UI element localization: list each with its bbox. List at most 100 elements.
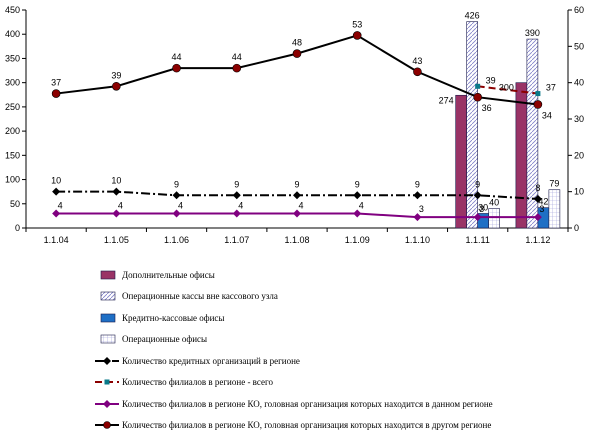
line-point-marker xyxy=(52,209,60,217)
line-data-label: 4 xyxy=(58,200,63,210)
legend-key xyxy=(95,398,119,410)
bar-1 xyxy=(456,95,467,228)
line-point-marker xyxy=(293,191,301,199)
line-point-marker xyxy=(413,191,421,199)
bar-data-label: 274 xyxy=(439,95,454,105)
legend-label: Дополнительные офисы xyxy=(122,270,215,280)
line-data-label: 3 xyxy=(419,204,424,214)
x-tick-label: 1.1.12 xyxy=(525,235,550,245)
legend-label: Операционные кассы вне кассового узла xyxy=(122,291,278,301)
bar-data-label: 79 xyxy=(549,179,559,189)
y-left-tick-label: 0 xyxy=(15,223,20,233)
legend-key xyxy=(95,312,119,324)
legend-label: Количество филиалов в регионе КО, головн… xyxy=(122,399,493,409)
line-data-label: 9 xyxy=(415,179,420,189)
line-data-label: 9 xyxy=(355,179,360,189)
line-data-label: 3 xyxy=(539,204,544,214)
line-data-label: 36 xyxy=(482,103,492,113)
y-left-tick-label: 100 xyxy=(5,175,20,185)
line-data-label: 9 xyxy=(174,179,179,189)
y-left-tick-label: 250 xyxy=(5,102,20,112)
line-data-label: 9 xyxy=(294,179,299,189)
y-left-tick-label: 400 xyxy=(5,29,20,39)
bar-4 xyxy=(489,209,500,228)
legend-label: Количество кредитных организаций в регио… xyxy=(122,356,300,366)
line-data-label: 48 xyxy=(292,38,302,48)
legend-key xyxy=(95,290,119,302)
line-point-marker xyxy=(233,191,241,199)
bar-data-label: 426 xyxy=(465,11,480,21)
line-point-marker xyxy=(353,191,361,199)
x-tick-label: 1.1.08 xyxy=(284,235,309,245)
line-point-marker xyxy=(293,209,301,217)
line-point-marker xyxy=(353,209,361,217)
bar-data-label: 40 xyxy=(489,198,499,208)
line-point-marker xyxy=(233,209,241,217)
legend-item: Количество филиалов в регионе - всего xyxy=(95,372,595,394)
line-point-marker xyxy=(233,64,241,72)
line-point-marker xyxy=(475,84,480,89)
line-point-marker xyxy=(52,90,60,98)
line-data-label: 3 xyxy=(479,204,484,214)
y-left-tick-label: 200 xyxy=(5,126,20,136)
line-point-marker xyxy=(112,209,120,217)
bar-data-label: 300 xyxy=(499,83,514,93)
line-data-label: 39 xyxy=(111,70,121,80)
y-left-tick-label: 350 xyxy=(5,53,20,63)
line-point-marker xyxy=(534,100,542,108)
line-data-label: 4 xyxy=(118,200,123,210)
line-data-label: 37 xyxy=(51,78,61,88)
y-left-tick-label: 300 xyxy=(5,78,20,88)
line-point-marker xyxy=(173,64,181,72)
line-data-label: 44 xyxy=(172,52,182,62)
y-left-tick-label: 450 xyxy=(5,5,20,15)
line-point-marker xyxy=(173,209,181,217)
line-data-label: 10 xyxy=(111,176,121,186)
line-data-label: 53 xyxy=(352,19,362,29)
legend-key xyxy=(95,333,119,345)
line-data-label: 9 xyxy=(234,179,239,189)
line-point-marker xyxy=(52,188,60,196)
line-data-label: 37 xyxy=(546,83,556,93)
y-right-tick-label: 30 xyxy=(574,114,584,124)
combo-chart: 0501001502002503003504004500102030405060… xyxy=(0,0,599,262)
line-data-label: 8 xyxy=(535,183,540,193)
y-left-tick-label: 50 xyxy=(10,199,20,209)
line-data-label: 4 xyxy=(178,200,183,210)
legend-item: Операционные офисы xyxy=(95,329,595,351)
legend-key xyxy=(95,355,119,367)
line-data-label: 9 xyxy=(475,179,480,189)
legend-item: Операционные кассы вне кассового узла xyxy=(95,286,595,308)
chart-legend: Дополнительные офисы Операционные кассы в… xyxy=(95,264,595,436)
legend-item: Кредитно-кассовые офисы xyxy=(95,307,595,329)
x-tick-label: 1.1.07 xyxy=(224,235,249,245)
line-point-marker xyxy=(474,93,482,101)
y-right-tick-label: 20 xyxy=(574,150,584,160)
legend-key xyxy=(95,419,119,431)
bar-data-label: 390 xyxy=(525,28,540,38)
legend-label: Кредитно-кассовые офисы xyxy=(122,313,224,323)
legend-item: Количество кредитных организаций в регио… xyxy=(95,350,595,372)
x-tick-label: 1.1.05 xyxy=(104,235,129,245)
legend-item: Дополнительные офисы xyxy=(95,264,595,286)
y-right-tick-label: 60 xyxy=(574,5,584,15)
x-tick-label: 1.1.10 xyxy=(405,235,430,245)
line-point-marker xyxy=(353,31,361,39)
line-data-label: 4 xyxy=(238,200,243,210)
y-right-tick-label: 40 xyxy=(574,78,584,88)
legend-key xyxy=(95,376,119,388)
line-data-label: 34 xyxy=(542,110,552,120)
x-tick-label: 1.1.04 xyxy=(44,235,69,245)
line-data-label: 39 xyxy=(486,75,496,85)
line-point-marker xyxy=(112,188,120,196)
legend-item: Количество филиалов в регионе КО, головн… xyxy=(95,415,595,436)
line-data-label: 43 xyxy=(412,56,422,66)
legend-label: Операционные офисы xyxy=(122,334,207,344)
y-left-tick-label: 150 xyxy=(5,150,20,160)
legend-item: Количество филиалов в регионе КО, головн… xyxy=(95,393,595,415)
line-point-marker xyxy=(173,191,181,199)
line-data-label: 44 xyxy=(232,52,242,62)
x-tick-label: 1.1.09 xyxy=(345,235,370,245)
legend-key xyxy=(95,269,119,281)
